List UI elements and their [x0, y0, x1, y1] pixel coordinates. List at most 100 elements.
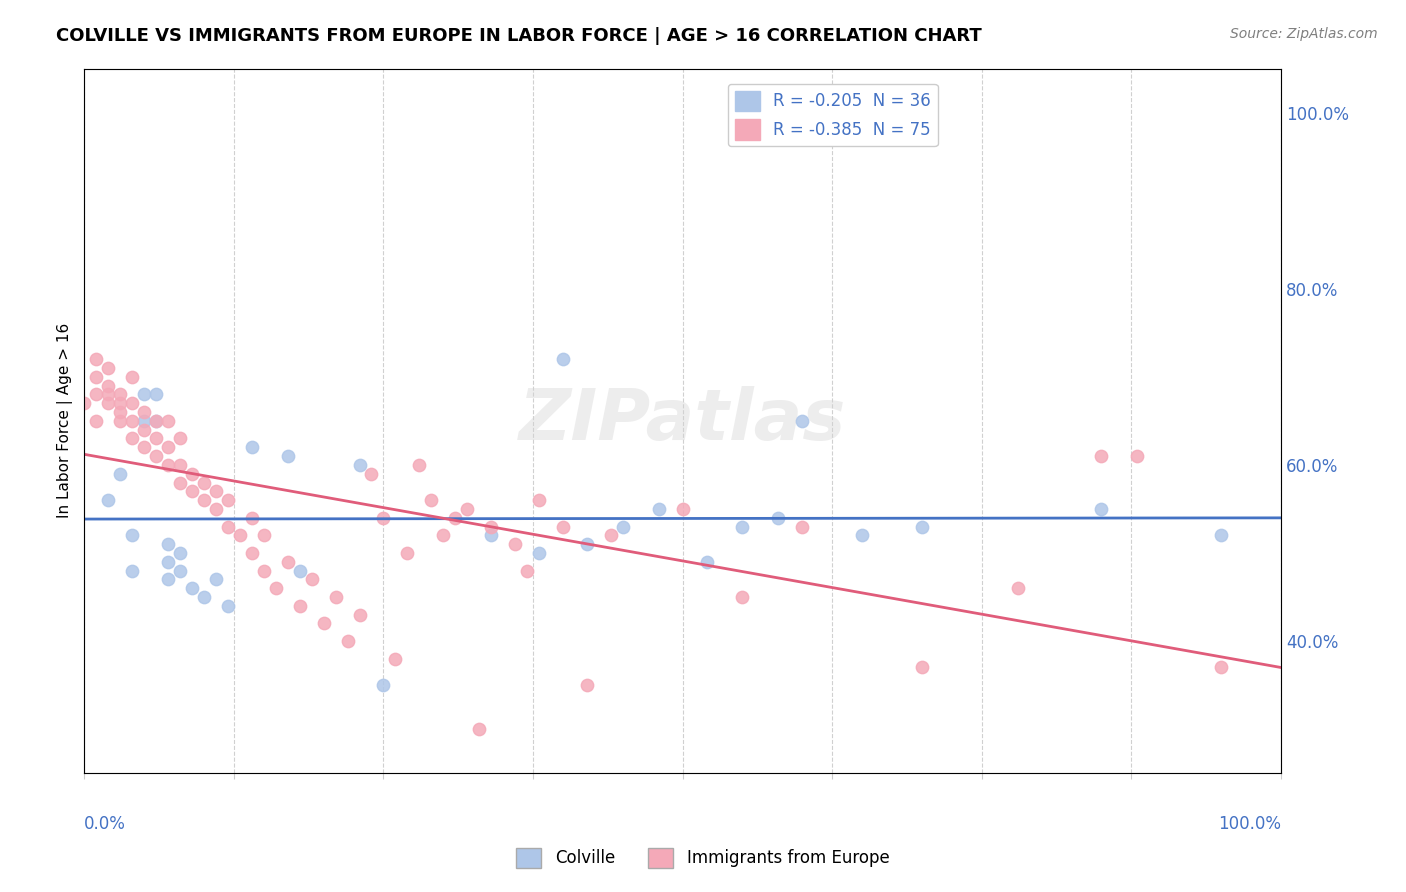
Point [205, 484, 228, 499]
Point [575, 537, 598, 551]
Point [301, 573, 323, 587]
Point [108, 405, 131, 419]
Point [277, 449, 299, 463]
Point [1211, 660, 1233, 674]
Point [217, 493, 239, 508]
Point [157, 537, 180, 551]
Point [575, 678, 598, 692]
Point [193, 475, 215, 490]
Point [169, 546, 191, 560]
Point [792, 519, 814, 533]
Point [121, 396, 143, 410]
Point [157, 440, 180, 454]
Point [108, 414, 131, 428]
Point [288, 599, 311, 613]
Point [599, 528, 621, 542]
Point [768, 510, 790, 524]
Point [108, 396, 131, 410]
Point [911, 519, 934, 533]
Point [672, 502, 695, 516]
Point [851, 528, 873, 542]
Point [384, 651, 406, 665]
Legend: Colville, Immigrants from Europe: Colville, Immigrants from Europe [510, 841, 896, 875]
Point [731, 519, 754, 533]
Point [108, 467, 131, 481]
Point [181, 467, 204, 481]
Point [527, 493, 550, 508]
Point [1090, 502, 1112, 516]
Point [134, 387, 156, 401]
Point [312, 616, 335, 631]
Point [121, 564, 143, 578]
Point [145, 449, 167, 463]
Point [516, 564, 538, 578]
Point [97, 387, 120, 401]
Point [145, 387, 167, 401]
Point [181, 581, 204, 595]
Y-axis label: In Labor Force | Age > 16: In Labor Force | Age > 16 [58, 323, 73, 518]
Point [169, 432, 191, 446]
Point [205, 502, 228, 516]
Text: 100.0%: 100.0% [1218, 815, 1281, 833]
Point [647, 502, 669, 516]
Point [193, 493, 215, 508]
Point [253, 528, 276, 542]
Point [145, 414, 167, 428]
Point [84, 352, 107, 367]
Point [121, 369, 143, 384]
Point [456, 502, 478, 516]
Point [277, 555, 299, 569]
Point [349, 607, 371, 622]
Point [1211, 528, 1233, 542]
Point [468, 722, 491, 736]
Text: 0.0%: 0.0% [84, 815, 127, 833]
Point [396, 546, 419, 560]
Point [444, 510, 467, 524]
Point [157, 555, 180, 569]
Point [73, 396, 96, 410]
Point [432, 528, 454, 542]
Point [145, 414, 167, 428]
Point [1090, 449, 1112, 463]
Point [253, 564, 276, 578]
Point [205, 573, 228, 587]
Point [169, 458, 191, 472]
Point [264, 581, 287, 595]
Point [408, 458, 430, 472]
Point [84, 387, 107, 401]
Point [145, 432, 167, 446]
Point [551, 352, 574, 367]
Point [121, 414, 143, 428]
Point [360, 467, 382, 481]
Point [731, 590, 754, 604]
Point [325, 590, 347, 604]
Point [612, 519, 634, 533]
Point [911, 660, 934, 674]
Point [479, 528, 502, 542]
Point [503, 537, 526, 551]
Point [420, 493, 443, 508]
Point [527, 546, 550, 560]
Text: COLVILLE VS IMMIGRANTS FROM EUROPE IN LABOR FORCE | AGE > 16 CORRELATION CHART: COLVILLE VS IMMIGRANTS FROM EUROPE IN LA… [56, 27, 981, 45]
Point [217, 519, 239, 533]
Point [373, 678, 395, 692]
Point [121, 528, 143, 542]
Point [169, 564, 191, 578]
Point [134, 423, 156, 437]
Point [84, 414, 107, 428]
Point [169, 475, 191, 490]
Point [1126, 449, 1149, 463]
Point [97, 378, 120, 392]
Point [1007, 581, 1029, 595]
Point [551, 519, 574, 533]
Point [217, 599, 239, 613]
Point [84, 369, 107, 384]
Point [97, 361, 120, 376]
Point [134, 405, 156, 419]
Text: Source: ZipAtlas.com: Source: ZipAtlas.com [1230, 27, 1378, 41]
Point [157, 414, 180, 428]
Point [792, 414, 814, 428]
Point [157, 458, 180, 472]
Point [240, 510, 263, 524]
Point [108, 387, 131, 401]
